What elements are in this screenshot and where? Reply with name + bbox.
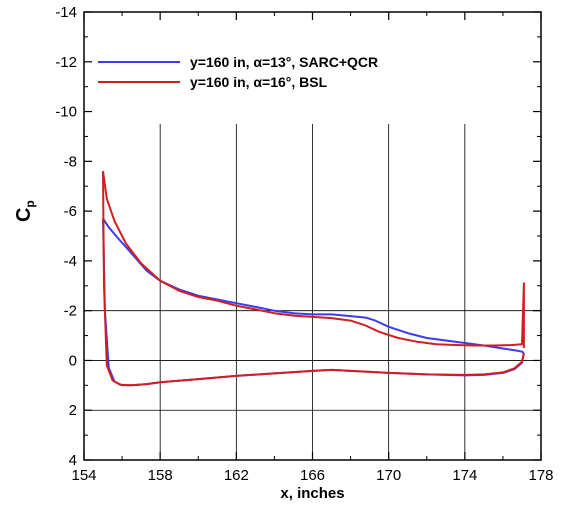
- y-tick-label: 0: [69, 352, 77, 369]
- y-tick-label: -8: [64, 153, 77, 170]
- x-tick-label: 166: [300, 467, 325, 484]
- y-axis-title-subscript: p: [23, 200, 37, 207]
- y-axis-title: Cp: [13, 200, 37, 222]
- y-tick-label: -2: [64, 303, 77, 320]
- x-tick-label: 158: [148, 467, 173, 484]
- y-tick-label: -14: [55, 4, 77, 21]
- y-tick-label: 2: [69, 402, 77, 419]
- x-tick-label: 178: [528, 467, 553, 484]
- legend: y=160 in, α=13°, SARC+QCR y=160 in, α=16…: [98, 54, 378, 90]
- y-tick-label: -12: [55, 54, 77, 71]
- x-tick-label: 154: [71, 467, 96, 484]
- series-line-bsl-lower: [102, 171, 525, 387]
- legend-label-sarc-qcr: y=160 in, α=13°, SARC+QCR: [190, 54, 378, 70]
- y-tick-label: -10: [55, 104, 77, 121]
- y-tick-label: 4: [69, 452, 77, 469]
- legend-label-bsl: y=160 in, α=16°, BSL: [190, 74, 328, 90]
- y-axis-title-main: C: [13, 208, 35, 222]
- y-tick-label: -6: [64, 203, 77, 220]
- grid: [84, 124, 541, 460]
- y-tick-label: -4: [64, 253, 77, 270]
- x-tick-label: 174: [452, 467, 477, 484]
- series-line-bsl-upper: [102, 171, 525, 348]
- ticks: 154 158 162 166 170 174 178 -14 -12 -10 -8 -6 -4 -2 0 2…: [55, 4, 553, 484]
- x-tick-label: 162: [224, 467, 249, 484]
- x-axis-title: x, inches: [280, 485, 344, 502]
- x-tick-label: 170: [376, 467, 401, 484]
- series-layer: [102, 171, 525, 387]
